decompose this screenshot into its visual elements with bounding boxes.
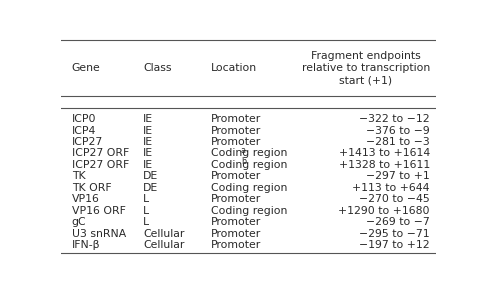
- Text: Coding region: Coding region: [211, 183, 287, 193]
- Text: Promoter: Promoter: [211, 126, 261, 136]
- Text: +1328 to +1611: +1328 to +1611: [339, 160, 430, 170]
- Text: VP16 ORF: VP16 ORF: [72, 206, 126, 216]
- Text: Promoter: Promoter: [211, 217, 261, 227]
- Text: L: L: [143, 194, 149, 204]
- Text: IFN-β: IFN-β: [72, 240, 100, 250]
- Text: TK: TK: [72, 171, 85, 181]
- Text: Cellular: Cellular: [143, 229, 184, 239]
- Text: IE: IE: [143, 148, 153, 158]
- Text: −322 to −12: −322 to −12: [359, 114, 430, 124]
- Text: DE: DE: [143, 183, 158, 193]
- Text: Cellular: Cellular: [143, 240, 184, 250]
- Text: ICP27 ORF: ICP27 ORF: [72, 160, 129, 170]
- Text: −270 to −45: −270 to −45: [359, 194, 430, 204]
- Text: −297 to +1: −297 to +1: [366, 171, 430, 181]
- Text: IE: IE: [143, 114, 153, 124]
- Text: ICP0: ICP0: [72, 114, 96, 124]
- Text: Coding region: Coding region: [211, 206, 287, 216]
- Text: +113 to +644: +113 to +644: [352, 183, 430, 193]
- Text: +1413 to +1614: +1413 to +1614: [339, 148, 430, 158]
- Text: Promoter: Promoter: [211, 114, 261, 124]
- Text: +1290 to +1680: +1290 to +1680: [338, 206, 430, 216]
- Text: VP16: VP16: [72, 194, 100, 204]
- Text: Promoter: Promoter: [211, 171, 261, 181]
- Text: L: L: [143, 206, 149, 216]
- Text: gC: gC: [72, 217, 86, 227]
- Text: ICP4: ICP4: [72, 126, 96, 136]
- Text: b: b: [241, 157, 246, 166]
- Text: −197 to +12: −197 to +12: [359, 240, 430, 250]
- Text: −269 to −7: −269 to −7: [366, 217, 430, 227]
- Text: IE: IE: [143, 126, 153, 136]
- Text: Promoter: Promoter: [211, 194, 261, 204]
- Text: −281 to −3: −281 to −3: [366, 137, 430, 147]
- Text: L: L: [143, 217, 149, 227]
- Text: IE: IE: [143, 160, 153, 170]
- Text: −376 to −9: −376 to −9: [366, 126, 430, 136]
- Text: Coding region: Coding region: [211, 148, 287, 158]
- Text: Promoter: Promoter: [211, 240, 261, 250]
- Text: Location: Location: [211, 63, 257, 74]
- Text: a: a: [241, 146, 246, 155]
- Text: Gene: Gene: [72, 63, 101, 74]
- Text: Promoter: Promoter: [211, 137, 261, 147]
- Text: U3 snRNA: U3 snRNA: [72, 229, 126, 239]
- Text: ICP27: ICP27: [72, 137, 103, 147]
- Text: ICP27 ORF: ICP27 ORF: [72, 148, 129, 158]
- Text: Promoter: Promoter: [211, 229, 261, 239]
- Text: Fragment endpoints
relative to transcription
start (+1): Fragment endpoints relative to transcrip…: [302, 51, 430, 86]
- Text: −295 to −71: −295 to −71: [359, 229, 430, 239]
- Text: TK ORF: TK ORF: [72, 183, 111, 193]
- Text: Class: Class: [143, 63, 171, 74]
- Text: Coding region: Coding region: [211, 160, 287, 170]
- Text: IE: IE: [143, 137, 153, 147]
- Text: DE: DE: [143, 171, 158, 181]
